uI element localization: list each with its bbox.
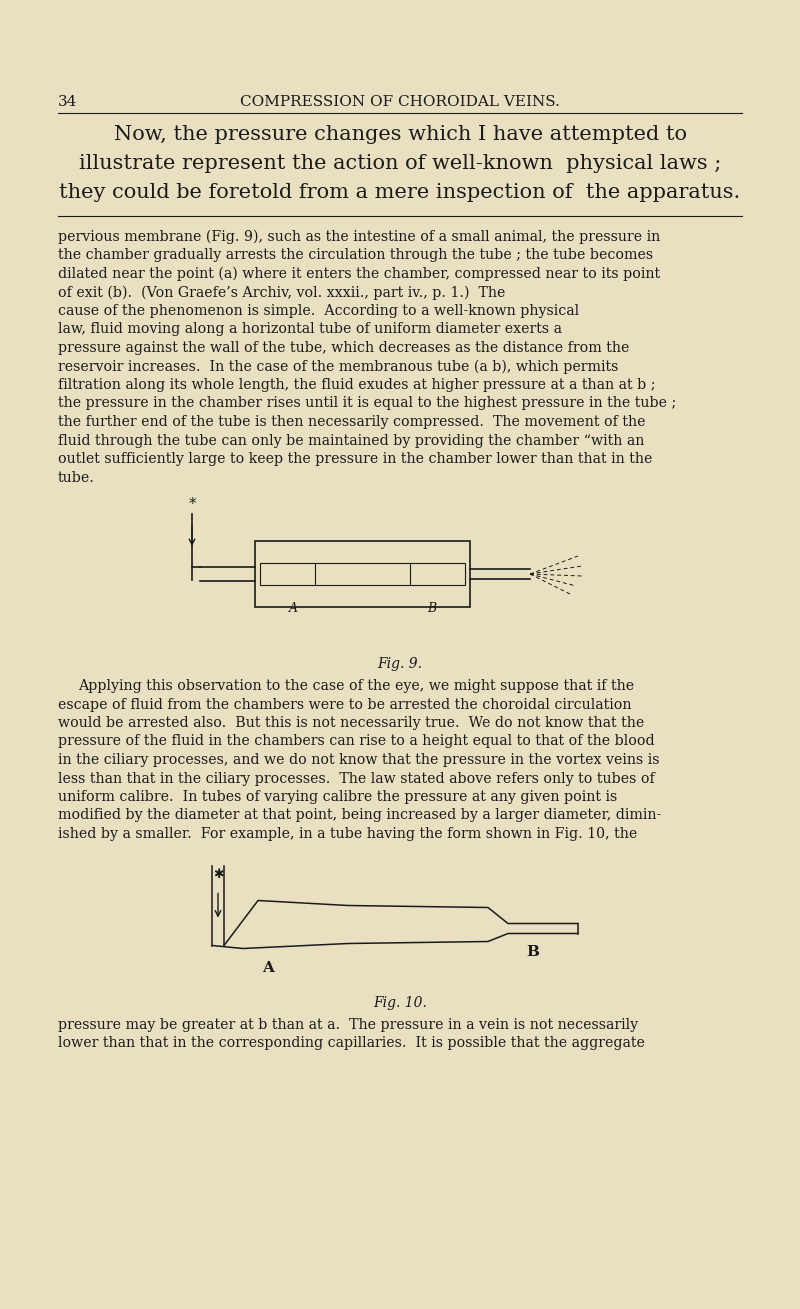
Text: the further end of the tube is then necessarily compressed.  The movement of the: the further end of the tube is then nece… bbox=[58, 415, 646, 429]
Text: lower than that in the corresponding capillaries.  It is possible that the aggre: lower than that in the corresponding cap… bbox=[58, 1035, 645, 1050]
Text: modified by the diameter at that point, being increased by a larger diameter, di: modified by the diameter at that point, … bbox=[58, 809, 662, 822]
Text: pressure of the fluid in the chambers can rise to a height equal to that of the : pressure of the fluid in the chambers ca… bbox=[58, 734, 654, 749]
Text: they could be foretold from a mere inspection of  the apparatus.: they could be foretold from a mere inspe… bbox=[59, 183, 741, 202]
Text: Applying this observation to the case of the eye, we might suppose that if the: Applying this observation to the case of… bbox=[78, 679, 634, 692]
Text: illustrate represent the action of well-known  physical laws ;: illustrate represent the action of well-… bbox=[79, 154, 721, 173]
Text: cause of the phenomenon is simple.  According to a well-known physical: cause of the phenomenon is simple. Accor… bbox=[58, 304, 579, 318]
Text: B: B bbox=[526, 945, 539, 959]
Text: Now, the pressure changes which I have attempted to: Now, the pressure changes which I have a… bbox=[114, 124, 686, 144]
Text: Fig. 9.: Fig. 9. bbox=[378, 657, 422, 672]
Text: COMPRESSION OF CHOROIDAL VEINS.: COMPRESSION OF CHOROIDAL VEINS. bbox=[240, 96, 560, 109]
Text: Fig. 10.: Fig. 10. bbox=[373, 996, 427, 1009]
Text: A: A bbox=[262, 962, 274, 975]
Text: the pressure in the chamber rises until it is equal to the highest pressure in t: the pressure in the chamber rises until … bbox=[58, 397, 676, 411]
Text: A: A bbox=[289, 602, 298, 615]
Text: filtration along its whole length, the fluid exudes at higher pressure at a than: filtration along its whole length, the f… bbox=[58, 378, 655, 391]
Text: ✱: ✱ bbox=[213, 868, 223, 881]
Text: ished by a smaller.  For example, in a tube having the form shown in Fig. 10, th: ished by a smaller. For example, in a tu… bbox=[58, 827, 638, 840]
Text: fluid through the tube can only be maintained by providing the chamber “with an: fluid through the tube can only be maint… bbox=[58, 433, 644, 448]
Text: reservoir increases.  In the case of the membranous tube (a b), which permits: reservoir increases. In the case of the … bbox=[58, 360, 618, 374]
Bar bbox=[260, 563, 465, 585]
Text: of exit (b).  (Von Graefe’s Archiv, vol. xxxii., part iv., p. 1.)  The: of exit (b). (Von Graefe’s Archiv, vol. … bbox=[58, 285, 506, 300]
Text: pressure may be greater at b than at a.  The pressure in a vein is not necessari: pressure may be greater at b than at a. … bbox=[58, 1017, 638, 1031]
Text: the chamber gradually arrests the circulation through the tube ; the tube become: the chamber gradually arrests the circul… bbox=[58, 249, 653, 263]
Text: 34: 34 bbox=[58, 96, 78, 109]
Text: pressure against the wall of the tube, which decreases as the distance from the: pressure against the wall of the tube, w… bbox=[58, 342, 630, 355]
Text: escape of fluid from the chambers were to be arrested the choroidal circulation: escape of fluid from the chambers were t… bbox=[58, 698, 631, 712]
Text: tube.: tube. bbox=[58, 470, 95, 484]
Text: dilated near the point (a) where it enters the chamber, compressed near to its p: dilated near the point (a) where it ente… bbox=[58, 267, 660, 281]
Text: outlet sufficiently large to keep the pressure in the chamber lower than that in: outlet sufficiently large to keep the pr… bbox=[58, 452, 652, 466]
Text: in the ciliary processes, and we do not know that the pressure in the vortex vei: in the ciliary processes, and we do not … bbox=[58, 753, 659, 767]
Text: less than that in the ciliary processes.  The law stated above refers only to tu: less than that in the ciliary processes.… bbox=[58, 771, 654, 785]
Text: pervious membrane (Fig. 9), such as the intestine of a small animal, the pressur: pervious membrane (Fig. 9), such as the … bbox=[58, 230, 660, 245]
Text: *: * bbox=[188, 497, 196, 512]
Text: law, fluid moving along a horizontal tube of uniform diameter exerts a: law, fluid moving along a horizontal tub… bbox=[58, 322, 562, 336]
Text: would be arrested also.  But this is not necessarily true.  We do not know that : would be arrested also. But this is not … bbox=[58, 716, 644, 730]
Text: B: B bbox=[427, 602, 437, 615]
Text: uniform calibre.  In tubes of varying calibre the pressure at any given point is: uniform calibre. In tubes of varying cal… bbox=[58, 791, 618, 804]
Bar bbox=[255, 541, 470, 607]
